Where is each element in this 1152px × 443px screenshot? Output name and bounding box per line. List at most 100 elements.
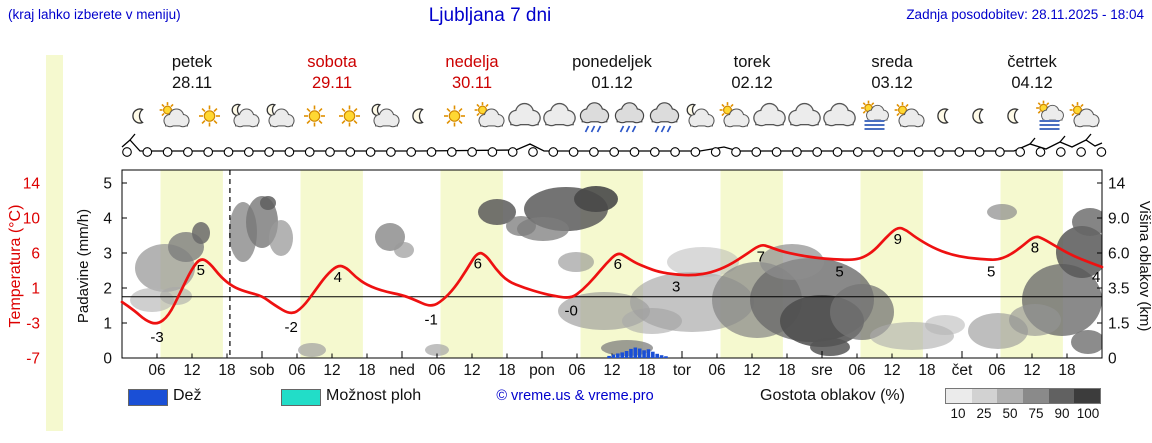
cloudiness-circle (183, 147, 193, 157)
cloudiness-circle (122, 147, 132, 157)
icon-shape (318, 120, 323, 124)
sun-icon (304, 105, 325, 127)
cloudiness-circle (1035, 147, 1046, 157)
temp-point-label: -3 (150, 329, 163, 346)
icon-shape (582, 115, 607, 122)
density-swatch (1023, 389, 1049, 403)
moon-cloud-icon (231, 103, 260, 128)
icon-shape (306, 120, 311, 124)
icon-shape (868, 115, 887, 120)
cloudiness-circle (386, 147, 396, 157)
day-date: 28.11 (172, 74, 212, 92)
cloudiness-circle (568, 147, 579, 157)
time-tick-label: 12 (743, 362, 760, 379)
density-tick-label: 25 (976, 406, 992, 421)
cloudiness-circle (589, 147, 599, 157)
weather-icons-row (132, 100, 1100, 133)
cloud-icon (823, 102, 856, 127)
icon-shape (306, 108, 311, 112)
cloudiness-circle (873, 147, 883, 157)
cloud-icon (508, 102, 541, 127)
sun-cloud-icon (159, 102, 190, 128)
icon-shape (353, 120, 358, 124)
cloud-blob (478, 199, 516, 225)
icon-shape (318, 108, 323, 112)
cloud-blob (192, 222, 210, 244)
cloudiness-circle (690, 147, 701, 157)
cloudiness-circle (812, 147, 823, 157)
icon-shape (730, 103, 734, 108)
cloud-blob (558, 252, 594, 272)
precip-tick-label: 2 (103, 281, 112, 298)
cloudiness-circle (1055, 147, 1066, 157)
time-tick-label: 12 (323, 362, 340, 379)
icon-shape (1037, 102, 1041, 106)
rain-bar (620, 352, 625, 358)
cloudiness-circle (751, 147, 762, 157)
temp-tick-label: 10 (23, 211, 41, 228)
icon-shape (458, 108, 463, 112)
copyright-link[interactable]: © vreme.us & vreme.pro (496, 388, 654, 404)
time-tick-label: 06 (148, 362, 165, 379)
icon-shape (1007, 108, 1019, 124)
temp-tick-label: 1 (31, 281, 40, 298)
time-tick-label: 18 (218, 362, 235, 379)
icon-shape (371, 103, 382, 117)
icon-shape (213, 108, 218, 112)
icon-shape (341, 120, 346, 124)
icon-shape (826, 118, 853, 124)
icon-shape (896, 103, 900, 108)
day-name: ponedeljek (572, 53, 653, 71)
rain-bar (642, 350, 646, 358)
icon-shape (485, 103, 489, 108)
sun-icon (444, 105, 465, 127)
cloud-blob (269, 220, 293, 256)
showers-legend-label: Možnost ploh (326, 387, 422, 404)
icon-shape (654, 125, 660, 133)
day-date: 01.12 (591, 74, 632, 92)
moon-cloud-icon (266, 103, 295, 128)
cloudiness-circle (528, 147, 538, 157)
time-tick-label: 18 (778, 362, 795, 379)
cloud-height-tick-label: 3.5 (1108, 281, 1130, 298)
temp-point-label: 6 (474, 255, 482, 272)
icon-shape (201, 120, 206, 124)
time-tick-label: 06 (568, 362, 585, 379)
rain-bar (659, 355, 664, 358)
cloud-blob (830, 284, 894, 340)
cloud-height-tick-label: 14 (1108, 176, 1126, 193)
day-name: nedelja (445, 53, 499, 71)
temperature-axis-ticks: 14 10 6 1 -3 -7 (23, 176, 41, 368)
icon-shape (266, 103, 277, 117)
icon-shape (163, 105, 173, 115)
icon-shape (446, 120, 451, 124)
icon-shape (862, 102, 866, 106)
cloud-height-axis-ticks: 14 9.0 6.0 3.5 1.5 0 (1108, 176, 1130, 368)
density-tick-label: 75 (1028, 406, 1044, 421)
moon-icon (132, 108, 144, 124)
cloudiness-circle (406, 147, 417, 157)
cloud-drizzle-icon (649, 102, 680, 133)
cloud-blob (574, 186, 618, 212)
density-swatch (997, 389, 1024, 403)
icon-shape (691, 120, 712, 126)
time-tick-label: 06 (848, 362, 865, 379)
cloud-density-gradient-bar (945, 388, 1101, 404)
moon-cloud-icon (686, 103, 715, 128)
icon-shape (619, 125, 625, 133)
icon-shape (271, 120, 292, 126)
rain-bar (629, 348, 633, 358)
icon-shape (871, 102, 875, 106)
icon-shape (1076, 120, 1097, 126)
temp-tick-label: 14 (23, 176, 41, 193)
cloudiness-circle (731, 147, 741, 157)
icon-shape (1037, 110, 1041, 114)
menu-hint: (kraj lahko izberete v meniju) (8, 7, 181, 22)
day-name: petek (172, 53, 213, 71)
cloudiness-circle (792, 147, 802, 157)
cloud-blob (160, 287, 192, 305)
cloudiness-circle (1015, 147, 1026, 157)
rain-bar (637, 348, 642, 358)
icon-shape (353, 108, 358, 112)
